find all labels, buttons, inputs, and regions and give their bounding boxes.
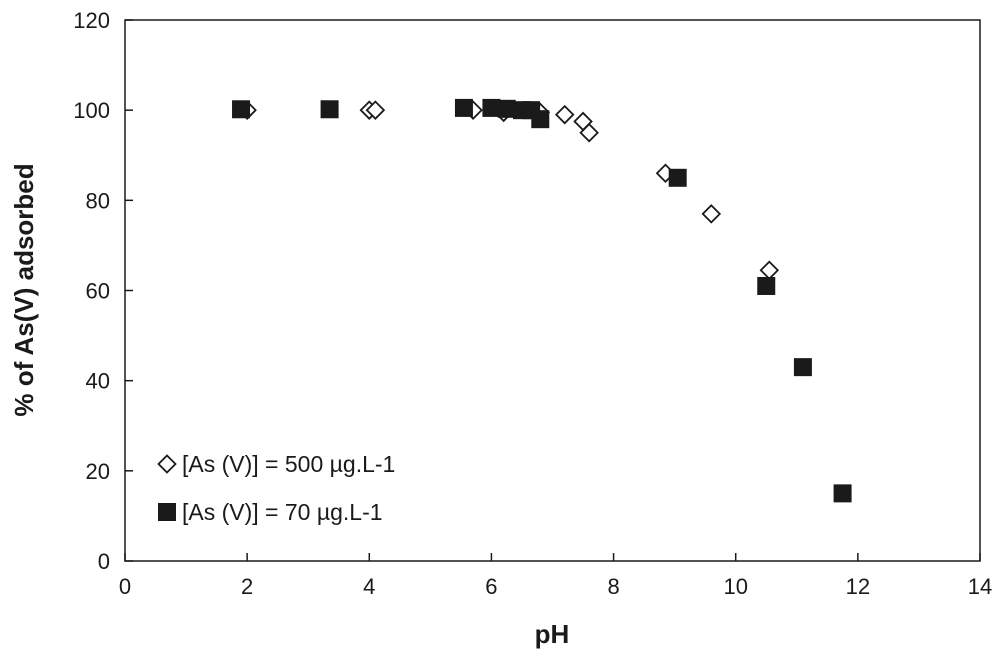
y-tick-label: 80 (86, 188, 110, 213)
y-axis-title: % of As(V) adsorbed (9, 163, 39, 416)
data-points (232, 98, 852, 503)
x-tick-label: 12 (846, 574, 870, 599)
x-tick-label: 8 (607, 574, 619, 599)
data-point-square (497, 99, 516, 118)
y-tick-label: 40 (86, 369, 110, 394)
data-point-diamond (365, 100, 386, 120)
y-tick-label: 60 (86, 279, 110, 304)
legend: [As (V)] = 500 µg.L-1 [As (V)] = 70 µg.L… (157, 451, 395, 525)
data-point-square (757, 276, 776, 295)
data-point-square (454, 98, 473, 117)
legend-label-series-0: [As (V)] = 500 µg.L-1 (182, 451, 395, 477)
x-tick-label: 10 (723, 574, 747, 599)
data-point-diamond (759, 260, 780, 280)
x-axis-title: pH (535, 619, 570, 649)
data-point-square (320, 100, 339, 119)
data-point-diamond (579, 122, 599, 143)
plot-frame (124, 19, 981, 562)
data-point-square (793, 358, 812, 377)
data-point-square (232, 100, 251, 119)
data-point-square (531, 110, 550, 129)
data-point-diamond (554, 104, 575, 125)
x-tick-label: 0 (119, 574, 131, 599)
data-point-diamond (701, 204, 722, 224)
x-tick-label: 2 (241, 574, 253, 599)
legend-marker-filled-square (158, 503, 176, 521)
legend-square-symbol (158, 503, 176, 521)
data-point-square (668, 168, 687, 187)
legend-diamond-symbol (157, 454, 177, 474)
y-tick-label: 120 (73, 8, 110, 33)
x-axis-ticks: 0 2 4 6 8 10 12 14 (119, 553, 992, 599)
y-tick-label: 20 (86, 459, 110, 484)
data-point-square (482, 98, 501, 117)
y-axis-ticks: 0 20 40 60 80 100 120 (73, 8, 133, 574)
x-tick-label: 4 (363, 574, 375, 599)
data-point-square (833, 484, 852, 503)
y-tick-label: 0 (98, 549, 110, 574)
legend-marker-open-diamond (157, 454, 177, 474)
x-tick-label: 6 (485, 574, 497, 599)
y-tick-label: 100 (73, 98, 110, 123)
x-tick-label: 14 (968, 574, 992, 599)
legend-label-series-1: [As (V)] = 70 µg.L-1 (182, 499, 383, 525)
